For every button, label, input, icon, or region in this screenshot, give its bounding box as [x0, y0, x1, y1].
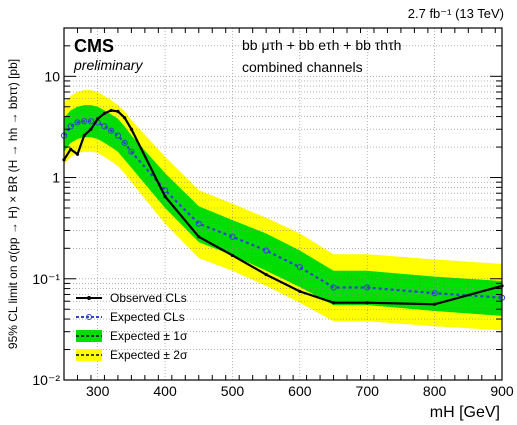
observed-point	[230, 253, 235, 258]
expected-2sigma-band	[64, 90, 502, 331]
x-tick-label: 400	[153, 383, 177, 399]
expected-point	[330, 284, 337, 291]
x-tick-label: 500	[221, 383, 245, 399]
expected-point	[263, 247, 270, 254]
observed-point	[109, 108, 113, 113]
expected-point	[195, 220, 202, 227]
legend-marker-expected	[86, 314, 92, 320]
observed-point	[433, 302, 437, 306]
expected-point	[81, 118, 88, 125]
curves	[60, 108, 506, 306]
y-tick-label: 10	[44, 68, 60, 84]
grid-lines	[64, 28, 502, 380]
x-tick-label: 900	[490, 383, 514, 399]
expected-point	[121, 139, 128, 146]
legend: Observed CLs Expected CLs Expected ± 1σ Exp…	[76, 291, 188, 362]
channel-label: bb μτh + bb eτh + bb τhτh	[242, 37, 401, 53]
observed-point	[123, 116, 127, 120]
observed-point	[298, 289, 302, 294]
observed-point	[89, 127, 93, 131]
legend-label: Expected ± 1σ	[110, 329, 188, 343]
observed-point	[102, 111, 107, 116]
expected-point	[101, 123, 108, 130]
expected-point	[108, 127, 115, 134]
x-axis-label: mH [GeV]	[430, 404, 500, 421]
expected-point	[67, 123, 74, 130]
observed-point	[129, 127, 133, 131]
band-2sigma-area	[64, 90, 502, 331]
observed-point	[69, 147, 73, 151]
axis-ticks: 300 400 500 600 700 800 900 10⁻² 10⁻¹ 1 10	[32, 27, 514, 399]
channel-sublabel: combined channels	[242, 59, 363, 75]
y-tick-label: 1	[52, 170, 60, 186]
x-tick-label: 700	[356, 383, 380, 399]
expected-point	[87, 118, 95, 125]
expected-point	[114, 132, 122, 139]
observed-point	[264, 272, 268, 277]
observed-point	[331, 301, 336, 305]
x-tick-label: 800	[423, 383, 447, 399]
y-axis-label: 95% CL limit on σ(pp → H) × BR (H → hh →…	[6, 59, 20, 349]
status-label: preliminary	[73, 57, 143, 73]
observed-point	[75, 152, 80, 156]
legend-label: Observed CLs	[110, 291, 187, 305]
observed-point	[82, 133, 86, 138]
experiment-label: CMS	[74, 36, 114, 56]
observed-point	[96, 117, 100, 121]
plot-frame	[63, 27, 503, 381]
legend-label: Expected ± 2σ	[110, 348, 188, 362]
observed-point	[163, 194, 167, 199]
observed-point	[365, 301, 369, 305]
y-tick-label: 10⁻¹	[32, 271, 60, 287]
expected-point	[296, 264, 303, 271]
expected-point	[431, 290, 438, 297]
y-tick-label: 10⁻²	[32, 372, 60, 388]
expected-point	[229, 233, 236, 240]
observed-point	[197, 235, 201, 239]
observed-point	[116, 109, 120, 114]
lumi-label: 2.7 fb⁻¹ (13 TeV)	[408, 6, 504, 21]
legend-marker-observed	[87, 296, 91, 300]
x-tick-label: 600	[288, 383, 312, 399]
expected-line	[63, 120, 503, 299]
expected-point	[128, 148, 135, 155]
x-tick-label: 300	[86, 383, 110, 399]
expected-point	[364, 284, 371, 291]
legend-label: Expected CLs	[110, 310, 185, 324]
expected-point	[74, 119, 81, 126]
